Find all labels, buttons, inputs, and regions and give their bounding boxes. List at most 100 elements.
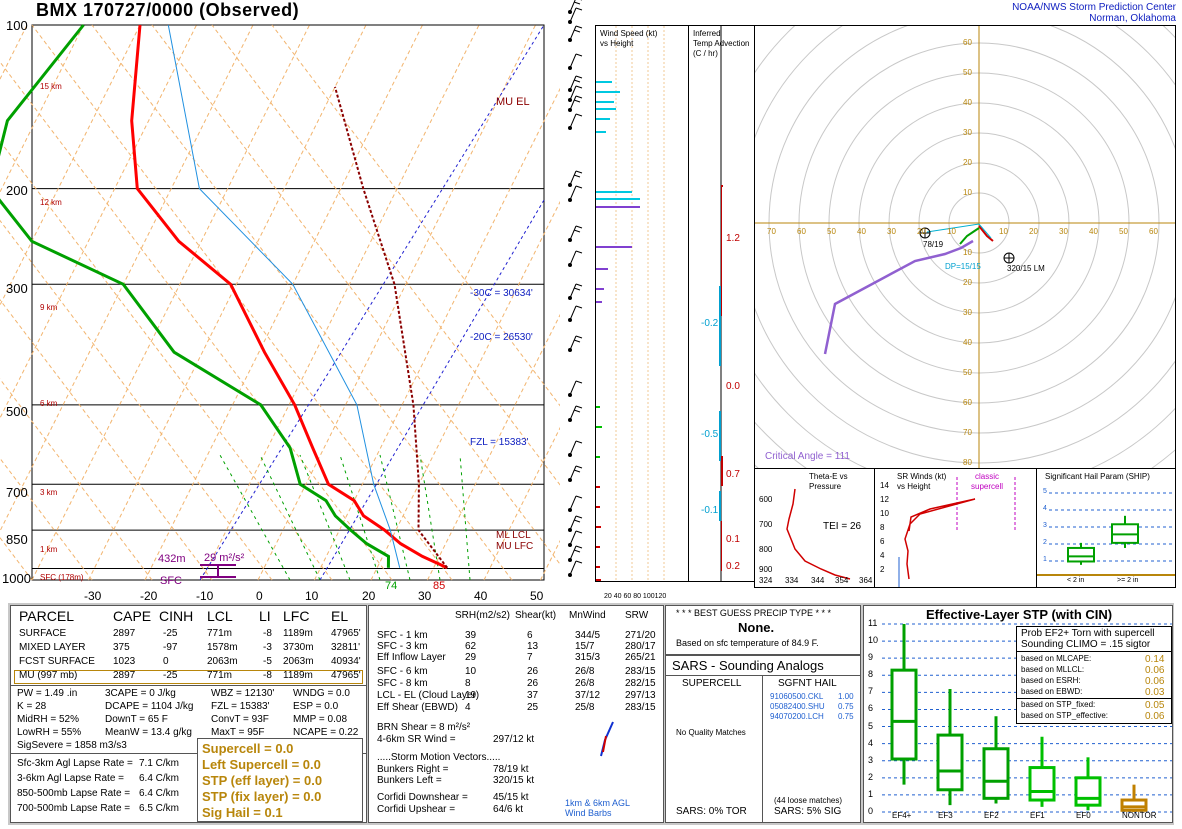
mixing-ratio <box>379 454 411 581</box>
kinematics-cell: SFC - 6 km <box>377 666 428 677</box>
parcel-cell: 3730m <box>283 642 314 653</box>
index-value: MeanW = 13.4 g/kg <box>105 727 192 738</box>
h-label-3: 3 km <box>40 488 58 497</box>
stp-based2-label: based on STP_fixed: <box>1021 700 1096 709</box>
stp-box-ef3 <box>936 688 964 806</box>
precip-title: * * * BEST GUESS PRECIP TYPE * * * <box>676 608 832 618</box>
kinematics-cell: 25 <box>527 702 539 713</box>
kinematics-cell: 19 <box>465 690 477 701</box>
parcel-cell: 2897 <box>113 628 136 639</box>
parcel-cell: 1189m <box>283 670 313 681</box>
t-label-30: 30 <box>418 589 432 603</box>
critical-angle-label: Critical Angle = 111 <box>765 451 850 462</box>
t-label-20: 20 <box>362 589 376 603</box>
sars-vdivider <box>762 675 763 822</box>
kinematics-cell: 26/8 <box>575 678 595 689</box>
comp-supercell: Supercell = 0.0 <box>202 741 294 756</box>
h-label-15: 15 km <box>40 82 62 91</box>
wind-speed-bar <box>596 198 640 200</box>
isotherm-0 <box>199 24 545 581</box>
wind-barb <box>568 545 583 562</box>
sars-hail-0-val: 1.00 <box>838 692 854 701</box>
kinematics-cell: 26 <box>527 678 539 689</box>
bottom-panels: PARCEL CAPE CINH LCL LI LFC EL SURFACE 28… <box>8 603 1174 825</box>
stp-box-ef4+ <box>890 624 918 785</box>
kinematics-cell: 4 <box>465 702 471 713</box>
temp-adv-v4: 0.7 <box>726 469 740 480</box>
sr-winds-panel: SR Winds (kt) vs Height classic supercel… <box>874 468 1038 588</box>
hodo-xtick: 50 <box>827 227 836 236</box>
h432-label: 432m <box>158 553 186 565</box>
hodo-ytick: 60 <box>963 398 972 407</box>
hodo-xtick: 20 <box>1029 227 1038 236</box>
lapse-value: 6.4 C/km <box>139 788 180 799</box>
kinematics-cell: 344/5 <box>575 630 601 641</box>
index-value: FZL = 15383' <box>211 701 270 712</box>
kinematics-cell: 265/21 <box>625 652 656 663</box>
stp-ytick: 1 <box>868 788 874 799</box>
srw-h4: 4 <box>880 551 885 560</box>
mini-hodo <box>600 721 614 757</box>
sfc-temp-label: 85 <box>433 580 446 592</box>
hodo-ytick: 10 <box>963 248 972 257</box>
corfidi-up-label: Corfidi Upshear = <box>377 804 456 815</box>
org-line1: NOAA/NWS Storm Prediction Center <box>1012 2 1176 13</box>
stp-based-value: 0.06 <box>1145 676 1165 687</box>
temp-adv-v0: 1.2 <box>726 233 740 244</box>
isotherm <box>370 200 560 581</box>
wind-speed-bar <box>596 486 600 488</box>
hodo-ytick: 50 <box>963 68 972 77</box>
hodo-ytick: 50 <box>963 368 972 377</box>
stp-ytick: 10 <box>868 635 879 646</box>
parcel-cell: 1023 <box>113 656 136 667</box>
hodo-rm-label: 78/19 <box>923 240 944 249</box>
theta-e-panel: Theta-E vs Pressure TEI = 26 600 700 800… <box>754 468 876 588</box>
stp-based-value: 0.03 <box>1145 687 1165 698</box>
m20c-label: -20C = 26530' <box>470 332 533 343</box>
wind-speed-title: Wind Speed (kt) vs Height <box>600 29 658 48</box>
hodo-xtick: 10 <box>947 227 956 236</box>
kin-hdr-1: Shear(kt) <box>515 610 557 621</box>
kin-hdr-2: MnWind <box>569 610 606 621</box>
h-label-6: 6 km <box>40 399 58 408</box>
stp-based-label: based on ESRH: <box>1021 676 1081 685</box>
t-label--20: -20 <box>140 589 158 603</box>
stp-based2-label: based on STP_effective: <box>1021 711 1109 720</box>
index-value: 3CAPE = 0 J/kg <box>105 688 176 699</box>
hodo-ytick: 30 <box>963 308 972 317</box>
hodo-trace-red <box>978 225 994 242</box>
sars-title: SARS - Sounding Analogs <box>672 658 824 673</box>
kinematics-cell: 13 <box>527 641 539 652</box>
stp-ytick: 3 <box>868 754 874 765</box>
parcel-cell: 32811' <box>331 642 360 653</box>
wind-speed-bar <box>596 566 600 568</box>
wind-barb <box>568 250 583 267</box>
wind-barb <box>568 225 583 242</box>
wind-speed-bar <box>596 301 602 303</box>
lapse-value: 6.5 C/km <box>139 803 180 814</box>
wind-barb <box>568 53 583 70</box>
parcel-hdr-2: CINH <box>159 608 194 624</box>
hodo-xtick: 60 <box>797 227 806 236</box>
wind-barb <box>568 113 583 130</box>
parcel-cell: 1189m <box>283 628 313 639</box>
wind-speed-bar <box>596 288 604 290</box>
kinematics-cell: 282/15 <box>625 678 656 689</box>
stp-title: Effective-Layer STP (with CIN) <box>926 607 1113 622</box>
sars-box: SARS - Sounding Analogs SUPERCELL SGFNT … <box>665 655 861 823</box>
kinematics-cell: SFC - 3 km <box>377 641 428 652</box>
temp-adv-v7: 0.2 <box>726 561 740 572</box>
wind-barb <box>568 515 583 532</box>
hodo-ytick: 40 <box>963 338 972 347</box>
ship-y3: 3 <box>1043 522 1047 529</box>
index-value: LowRH = 55% <box>17 727 82 738</box>
wind-speed-bar <box>596 108 616 110</box>
h-label-12: 12 km <box>40 198 62 207</box>
parcel-cell: 375 <box>113 642 130 653</box>
index-value: NCAPE = 0.22 <box>293 727 359 738</box>
kinematics-cell: 15/7 <box>575 641 595 652</box>
srw-h12: 12 <box>880 495 889 504</box>
isotherm <box>314 87 560 581</box>
index-value: WNDG = 0.0 <box>293 688 350 699</box>
temp-adv-v6: 0.1 <box>726 534 740 545</box>
